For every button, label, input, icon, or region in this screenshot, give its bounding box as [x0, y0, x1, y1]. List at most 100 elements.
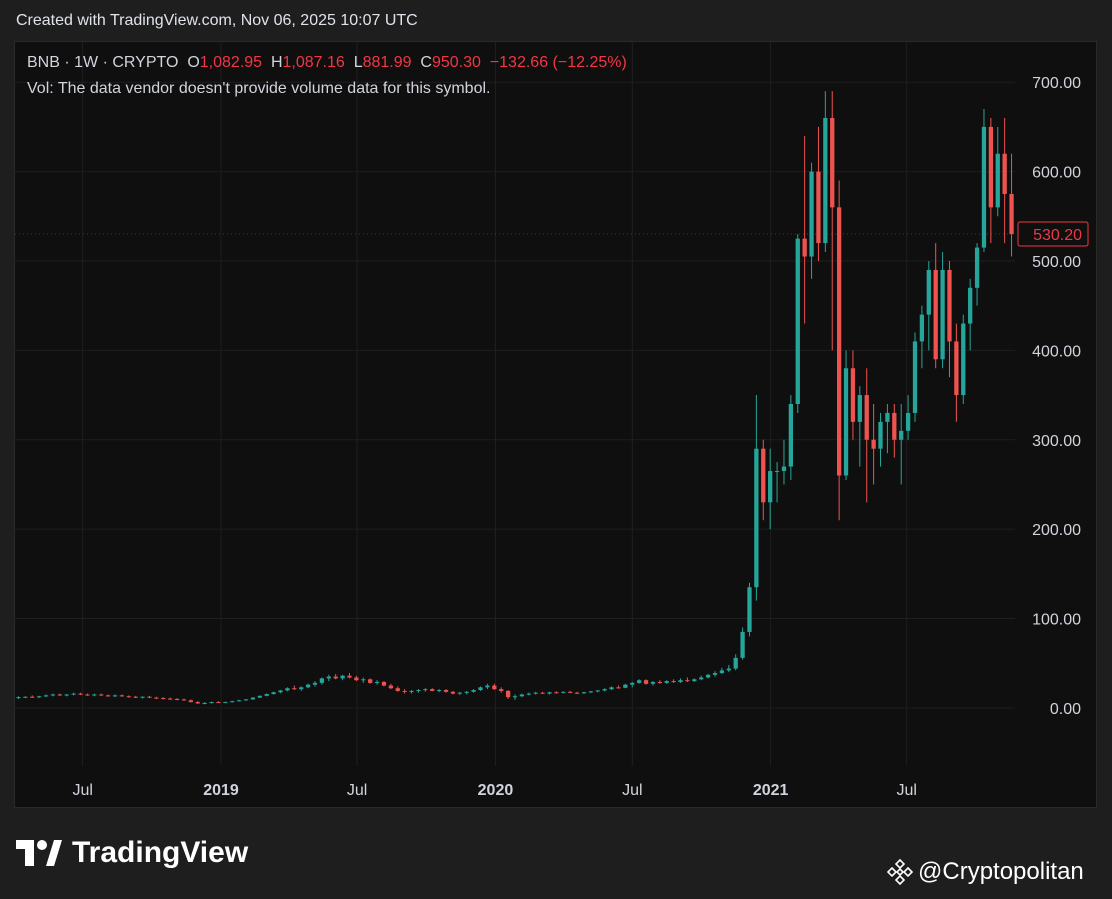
candle-body [678, 680, 683, 682]
candle-body [195, 702, 200, 704]
candle-body [726, 668, 731, 671]
candle-body [154, 697, 159, 699]
candle-body [499, 689, 504, 691]
candle-body [774, 471, 780, 473]
candle-body [105, 695, 111, 697]
candle-body [512, 696, 518, 698]
candle-body [361, 679, 366, 681]
candle-body [505, 690, 511, 698]
candle-body [788, 404, 793, 467]
candle-body [954, 341, 959, 396]
candle-body [457, 692, 462, 694]
binance-icon [886, 858, 914, 886]
chart-caption: Created with TradingView.com, Nov 06, 20… [16, 12, 418, 29]
candle-body [119, 695, 125, 697]
candle-body [657, 681, 662, 683]
candle-body [995, 153, 1000, 208]
candle-body [388, 685, 393, 689]
candle-body [57, 694, 62, 696]
candle-body [402, 690, 407, 692]
candle-body [395, 688, 400, 691]
y-tick-label: 300.00 [1032, 433, 1081, 450]
candle-body [747, 587, 752, 632]
candle-body [623, 684, 628, 688]
candle-body [147, 696, 152, 698]
candle-body [554, 692, 559, 694]
candle-body [209, 702, 214, 704]
candle-body [816, 171, 821, 244]
high-label: H [270, 54, 283, 71]
tradingview-logo[interactable]: TradingView [16, 836, 248, 870]
candle-body [471, 690, 476, 692]
candle-body [278, 690, 283, 693]
candle-body [492, 685, 497, 690]
candle-body [878, 421, 883, 449]
candle-body [368, 679, 373, 683]
watermark-text: @Cryptopolitan [918, 858, 1084, 885]
candle-body [768, 471, 773, 503]
candle-body [643, 680, 649, 684]
close-label: C [420, 54, 432, 71]
candle-body [437, 690, 442, 692]
candle-body [23, 696, 28, 698]
candle-body [602, 689, 607, 691]
candle-body [919, 314, 925, 342]
candle-body [299, 687, 304, 690]
candle-body [30, 696, 35, 698]
candle-body [671, 681, 676, 683]
low-value: 881.99 [362, 54, 412, 71]
candle-body [271, 692, 276, 695]
candle-body [409, 690, 414, 692]
candle-body [161, 698, 166, 700]
candle-body [574, 692, 580, 694]
y-tick-label: 500.00 [1032, 254, 1081, 271]
symbol-label[interactable]: BNB · 1W · CRYPTO [27, 54, 179, 71]
candle-body [740, 631, 745, 658]
candle-body [312, 682, 318, 685]
candle-body [485, 685, 490, 688]
candle-body [664, 681, 669, 683]
chart-panel[interactable] [14, 41, 1097, 808]
candle-body [126, 696, 131, 698]
candle-body [381, 681, 387, 686]
candle-body [423, 689, 428, 691]
candle-body [581, 692, 587, 694]
candle-body [430, 689, 435, 691]
candle-body [519, 694, 525, 697]
candle-body [809, 171, 814, 257]
candle-body [257, 695, 262, 698]
candle-body [616, 687, 621, 689]
candle-body [340, 675, 345, 679]
candle-body [712, 673, 718, 675]
candle-body [568, 691, 573, 693]
candle-body [540, 692, 545, 694]
candle-body [961, 323, 966, 396]
candle-body [78, 693, 83, 695]
candle-body [92, 694, 97, 696]
candle-body [926, 269, 931, 315]
candle-body [968, 287, 973, 324]
open-value: 1,082.95 [199, 54, 263, 71]
candle-body [912, 341, 918, 413]
candle-body [988, 126, 993, 208]
candle-body [981, 126, 987, 248]
candle-body [264, 694, 269, 696]
candle-body [174, 698, 180, 700]
x-tick-label: Jul [347, 782, 367, 799]
candle-body [374, 681, 380, 683]
candle-body [181, 699, 187, 701]
candle-body [526, 693, 531, 695]
candle-body [354, 677, 359, 681]
candle-body [326, 676, 331, 679]
candle-body [464, 691, 469, 693]
tradingview-wordmark: TradingView [72, 836, 249, 869]
close-value: 950.30 [431, 54, 481, 71]
candle-body [871, 439, 876, 449]
ohlc-legend: BNB · 1W · CRYPTO O1,082.95 H1,087.16 L8… [27, 54, 627, 72]
y-tick-label: 400.00 [1032, 343, 1081, 360]
volume-note: Vol: The data vendor doesn't provide vol… [27, 80, 491, 97]
candle-body [230, 701, 235, 703]
candle-body [754, 448, 759, 588]
x-tick-label: Jul [622, 782, 642, 799]
